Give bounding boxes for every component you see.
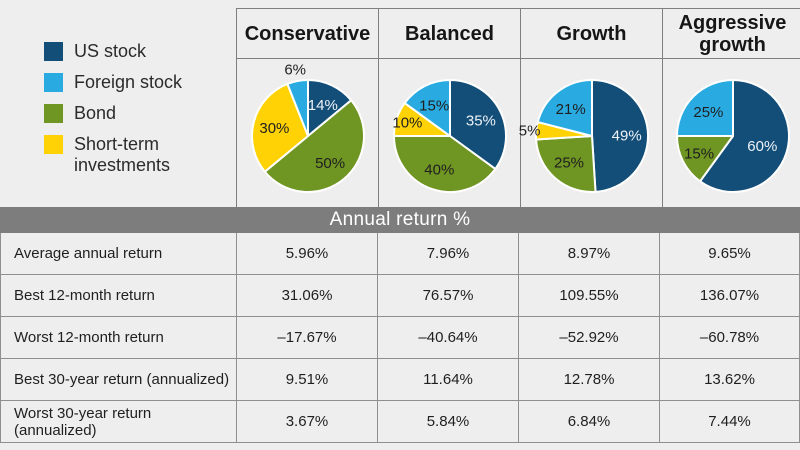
plan-column-aggressive-growth: Aggressive growth 60% 15% 25% bbox=[662, 8, 800, 207]
cell-value: –40.64% bbox=[377, 317, 518, 358]
returns-table: Average annual return 5.96% 7.96% 8.97% … bbox=[0, 233, 800, 443]
legend-item-short-term: Short-term investments bbox=[44, 134, 209, 176]
row-label: Average annual return bbox=[14, 245, 163, 262]
cell-value: 5.96% bbox=[236, 233, 377, 274]
cell-value: 8.97% bbox=[518, 233, 659, 274]
legend-label: Bond bbox=[74, 103, 117, 123]
table-row-best-30-year-return: Best 30-year return (annualized) 9.51% 1… bbox=[1, 359, 799, 401]
pie-wrap: 14% 50% 30% 6% bbox=[237, 59, 378, 207]
bond-swatch bbox=[44, 104, 63, 123]
pie-wrap: 49% 25% 5% 21% bbox=[518, 59, 662, 207]
pie-slice-bond bbox=[392, 135, 496, 193]
cell-value: 9.51% bbox=[236, 359, 377, 400]
cell-value: 76.57% bbox=[377, 275, 518, 316]
row-label: Best 30-year return (annualized) bbox=[14, 371, 230, 388]
pie-wrap: 35% 40% 10% 15% bbox=[379, 59, 520, 207]
pie-slice-us-stock bbox=[698, 79, 790, 193]
row-label: Worst 30-year return (annualized) bbox=[14, 404, 152, 439]
plan-header-aggressive-growth: Aggressive growth bbox=[663, 9, 800, 59]
us-stock-swatch bbox=[44, 42, 63, 61]
pie-slice-bond bbox=[534, 135, 597, 193]
pie-slice-us-stock bbox=[590, 79, 649, 193]
pie-percentage-label: 15% bbox=[684, 146, 714, 163]
pie-percentage-label: 35% bbox=[465, 113, 495, 130]
pie-percentage-label: 10% bbox=[392, 115, 422, 132]
cell-value: 9.65% bbox=[659, 233, 799, 274]
plan-column-balanced: Balanced 35% 40% 10% 15% bbox=[378, 8, 520, 207]
cell-value: 109.55% bbox=[518, 275, 659, 316]
cell-value: 13.62% bbox=[659, 359, 799, 400]
cell-value: 12.78% bbox=[518, 359, 659, 400]
plan-column-conservative: Conservative 14% 50% 30% 6% bbox=[236, 8, 378, 207]
table-row-average-annual-return: Average annual return 5.96% 7.96% 8.97% … bbox=[1, 233, 799, 275]
cell-value: 136.07% bbox=[659, 275, 799, 316]
plan-header-growth: Growth bbox=[521, 9, 662, 59]
pie-percentage-label: 30% bbox=[259, 120, 289, 137]
cell-value: 31.06% bbox=[236, 275, 377, 316]
pie-chart-growth: 49% 25% 5% 21% bbox=[518, 79, 649, 193]
pie-chart-aggressive-growth: 60% 15% 25% bbox=[675, 79, 790, 193]
cell-value: –60.78% bbox=[659, 317, 799, 358]
pie-slice-us-stock bbox=[448, 79, 507, 170]
pie-slice-foreign-stock bbox=[285, 79, 309, 137]
table-row-best-12-month-return: Best 12-month return 31.06% 76.57% 109.5… bbox=[1, 275, 799, 317]
legend-label: Foreign stock bbox=[74, 72, 183, 92]
pie-slice-short-term bbox=[250, 82, 309, 173]
pie-chart-conservative: 14% 50% 30% 6% bbox=[250, 61, 365, 193]
pie-percentage-label: 60% bbox=[747, 138, 777, 155]
plan-columns: Conservative 14% 50% 30% 6% Balanced 35% 40%… bbox=[236, 8, 800, 207]
pie-percentage-label: 21% bbox=[555, 101, 585, 118]
short-term-swatch bbox=[44, 135, 63, 154]
legend: US stock Foreign stock Bond Short-term i… bbox=[44, 41, 209, 176]
pie-percentage-label: 14% bbox=[307, 97, 337, 114]
cell-value: 3.67% bbox=[236, 401, 377, 442]
row-label: Best 12-month return bbox=[14, 287, 155, 304]
pie-percentage-label: 49% bbox=[611, 127, 641, 144]
pie-slice-foreign-stock bbox=[675, 79, 734, 137]
pie-slice-bond bbox=[675, 135, 734, 183]
plan-column-growth: Growth 49% 25% 5% 21% bbox=[518, 8, 662, 207]
cell-value: –17.67% bbox=[236, 317, 377, 358]
pie-percentage-label: 6% bbox=[284, 61, 306, 78]
pie-percentage-label: 25% bbox=[693, 104, 723, 121]
plan-header-balanced: Balanced bbox=[379, 9, 520, 59]
pie-wrap: 60% 15% 25% bbox=[663, 59, 800, 207]
pie-chart-balanced: 35% 40% 10%15% bbox=[392, 79, 507, 193]
pie-percentage-label: 40% bbox=[424, 161, 454, 178]
table-row-worst-12-month-return: Worst 12-month return –17.67% –40.64% –5… bbox=[1, 317, 799, 359]
legend-item-foreign-stock: Foreign stock bbox=[44, 72, 209, 93]
legend-label: US stock bbox=[74, 41, 147, 61]
annual-return-band: Annual return % bbox=[0, 207, 800, 233]
cell-value: 5.84% bbox=[377, 401, 518, 442]
legend-item-bond: Bond bbox=[44, 103, 209, 124]
plan-header-conservative: Conservative bbox=[237, 9, 378, 59]
pie-slice-foreign-stock bbox=[536, 79, 593, 137]
allocation-section: US stock Foreign stock Bond Short-term i… bbox=[0, 0, 800, 207]
cell-value: 6.84% bbox=[518, 401, 659, 442]
cell-value: 11.64% bbox=[377, 359, 518, 400]
row-label: Worst 12-month return bbox=[14, 329, 164, 346]
legend-item-us-stock: US stock bbox=[44, 41, 209, 62]
cell-value: 7.44% bbox=[659, 401, 799, 442]
pie-percentage-label: 5% bbox=[518, 123, 540, 140]
table-row-worst-30-year-return: Worst 30-year return (annualized) 3.67% … bbox=[1, 401, 799, 443]
pie-slice-bond bbox=[263, 99, 365, 193]
pie-percentage-label: 25% bbox=[553, 154, 583, 171]
pie-percentage-label: 15% bbox=[419, 98, 449, 115]
cell-value: 7.96% bbox=[377, 233, 518, 274]
cell-value: –52.92% bbox=[518, 317, 659, 358]
pie-percentage-label: 50% bbox=[315, 155, 345, 172]
foreign-stock-swatch bbox=[44, 73, 63, 92]
pie-slice-foreign-stock bbox=[403, 79, 451, 137]
legend-label: Short-term investments bbox=[74, 134, 171, 175]
